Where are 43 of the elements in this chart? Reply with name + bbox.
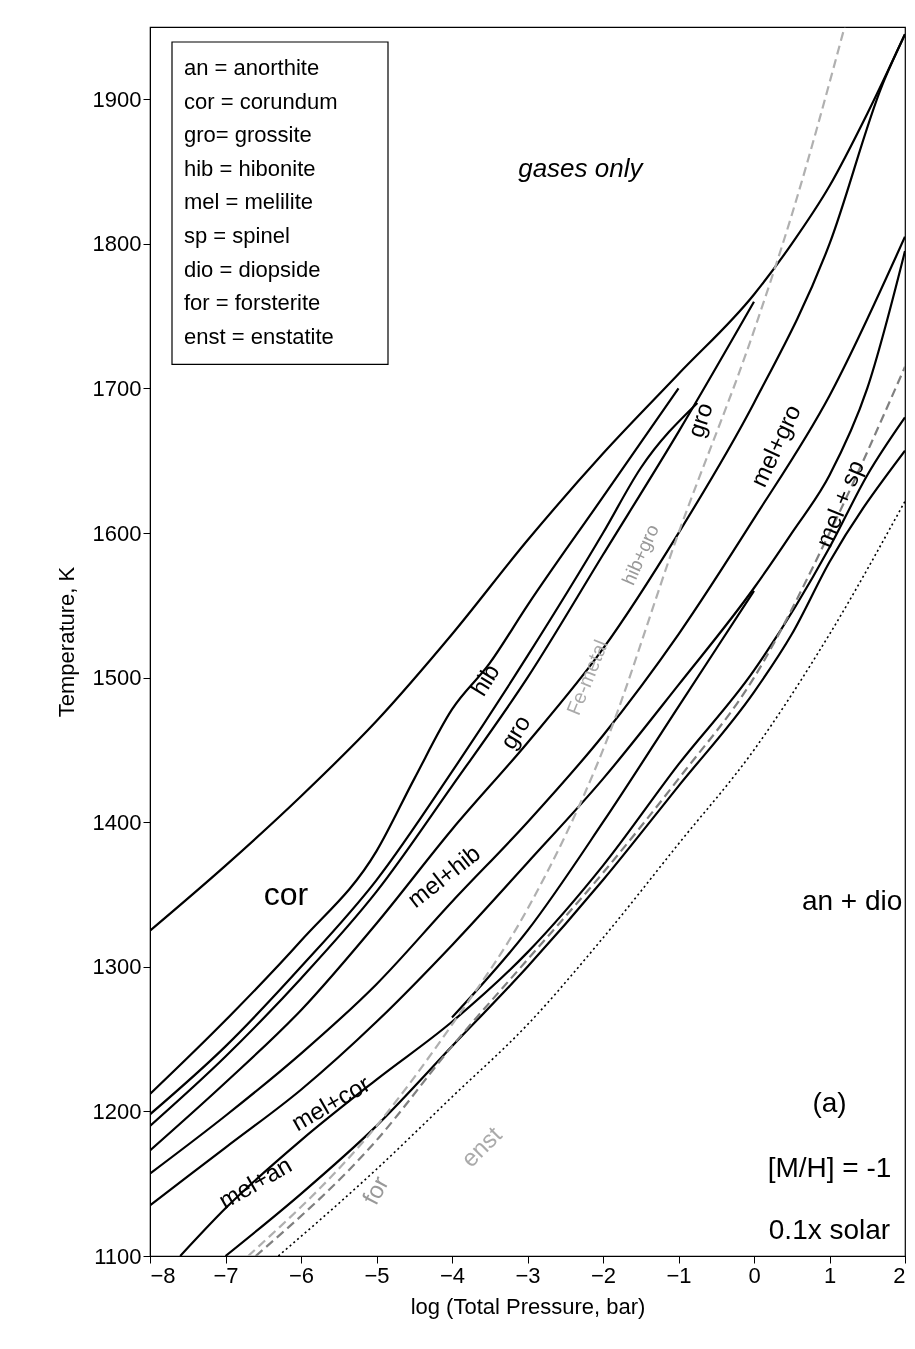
annotation: mel = melilite: [184, 189, 313, 215]
annotation: for: [356, 1171, 394, 1209]
annotation: mel + sp: [809, 456, 870, 551]
annotation: hib: [464, 659, 505, 701]
annotation: an = anorthite: [184, 55, 320, 80]
x-tick-label: 1: [823, 1262, 837, 1288]
y-tick-label: 1300: [92, 954, 142, 980]
annotation: gro= grossite: [184, 122, 312, 148]
y-tick-label: 1600: [92, 520, 142, 546]
y-axis-title: Temperature, K: [53, 566, 79, 718]
x-tick-label: −5: [364, 1262, 390, 1288]
y-tick-label: 1500: [92, 665, 142, 691]
annotation: gro: [494, 709, 536, 754]
x-axis-title: log (Total Pressure, bar): [410, 1293, 646, 1319]
y-tick-label: 1400: [92, 809, 142, 835]
x-tick-label: 0: [748, 1262, 761, 1288]
y-tick-label: 1800: [92, 231, 142, 257]
x-tick-label: −3: [515, 1262, 541, 1288]
annotation: cor = corundum: [184, 88, 338, 114]
annotation: enst: [455, 1120, 507, 1173]
annotation: gases only: [518, 152, 645, 183]
annotation: cor: [263, 875, 309, 912]
x-tick-label: −2: [590, 1262, 617, 1288]
x-tick-label: 2: [893, 1262, 906, 1288]
x-tick-label: −8: [150, 1262, 176, 1288]
annotation: dio = diopside: [184, 256, 321, 282]
x-tick-label: −6: [288, 1262, 315, 1288]
annotation: 0.1x solar: [768, 1214, 891, 1246]
annotation: hib = hibonite: [184, 155, 316, 181]
annotation: (a): [812, 1087, 847, 1119]
annotation: gro: [681, 399, 718, 441]
annotation: an + dio: [801, 884, 903, 916]
y-tick-label: 1200: [92, 1098, 142, 1124]
y-tick-label: 1700: [92, 375, 142, 401]
x-tick-label: −7: [213, 1262, 239, 1288]
y-tick-label: 1100: [94, 1243, 142, 1269]
x-tick-label: −4: [439, 1262, 466, 1288]
annotation: enst = enstatite: [184, 323, 334, 349]
annotation: [M/H] = -1: [767, 1152, 892, 1184]
annotation: sp = spinel: [184, 223, 290, 248]
y-tick-label: 1900: [92, 86, 142, 112]
x-tick-label: −1: [666, 1262, 692, 1288]
annotation: for = forsterite: [184, 290, 321, 316]
